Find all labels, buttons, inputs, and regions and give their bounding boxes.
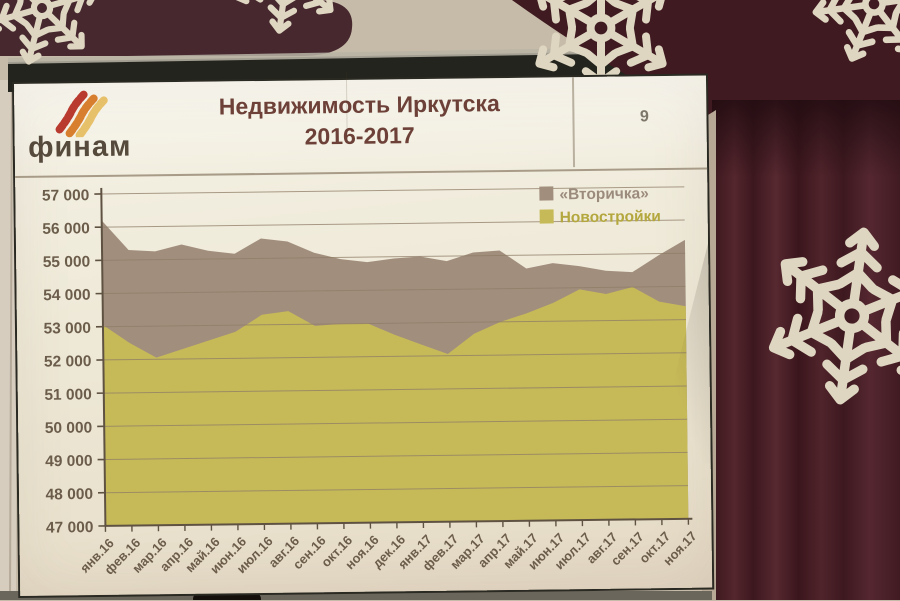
svg-text:52 000: 52 000	[44, 353, 92, 371]
wall-left-strip	[0, 80, 16, 600]
svg-text:54 000: 54 000	[43, 287, 91, 305]
page-number: 9	[614, 108, 674, 127]
presentation-slide: финам Недвижимость Иркутска 2016-2017 9 …	[14, 76, 712, 596]
svg-text:51 000: 51 000	[44, 386, 92, 404]
svg-text:56 000: 56 000	[42, 220, 90, 238]
slide-title-line2: 2016-2017	[164, 118, 554, 154]
finam-logo: финам	[24, 85, 135, 158]
svg-text:57 000: 57 000	[42, 187, 90, 205]
legend-label: «Вторичка»	[559, 185, 649, 203]
slide-title: Недвижимость Иркутска 2016-2017	[164, 87, 555, 154]
svg-text:50 000: 50 000	[45, 419, 93, 437]
legend-swatch	[540, 209, 554, 223]
svg-text:53 000: 53 000	[43, 320, 91, 338]
slide-title-line1: Недвижимость Иркутска	[164, 87, 554, 123]
svg-text:47 000: 47 000	[46, 519, 94, 537]
svg-text:55 000: 55 000	[43, 253, 91, 271]
header-divider	[572, 77, 575, 167]
legend-swatch	[539, 186, 553, 200]
price-chart: 47 000 48 000 49 000 50 000 51 000 52 000 53 0…	[15, 169, 712, 596]
finam-logo-icon	[47, 85, 112, 138]
finam-logo-text: финам	[25, 137, 135, 158]
svg-text:48 000: 48 000	[45, 486, 93, 504]
slide-header: финам Недвижимость Иркутска 2016-2017 9	[14, 76, 707, 178]
legend-label: Новостройки	[560, 208, 661, 226]
svg-text:49 000: 49 000	[45, 453, 93, 471]
